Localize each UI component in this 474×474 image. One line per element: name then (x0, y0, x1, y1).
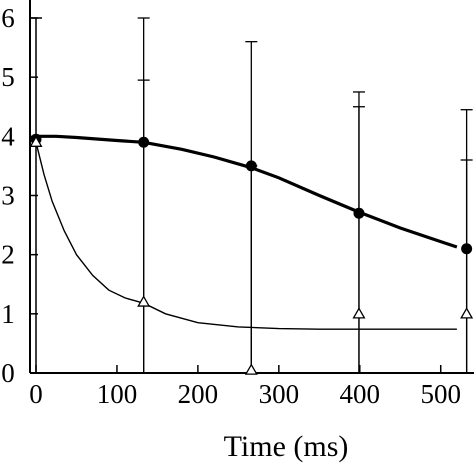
y-tick-label: 5 (1, 62, 15, 92)
y-tick-label: 3 (1, 181, 15, 211)
y-tick-label: 2 (1, 240, 15, 270)
y-tick-label: 6 (1, 3, 15, 33)
x-tick-label: 200 (178, 379, 219, 409)
x-tick-label: 100 (97, 379, 138, 409)
series-2-curve (35, 142, 457, 330)
y-tick-label: 1 (1, 299, 15, 329)
series-1-curve (36, 134, 458, 249)
y-tick-label: 0 (1, 358, 15, 388)
data-point (244, 363, 258, 375)
plot-area: 0 100 200 300 400 500 0 1 2 3 4 5 6 (1, 0, 474, 409)
data-point (137, 295, 151, 307)
data-point (29, 135, 43, 147)
x-tick-label: 300 (259, 379, 300, 409)
x-tick-label: 0 (29, 379, 43, 409)
x-tick-label: 400 (340, 379, 381, 409)
x-axis-title: Time (ms) (224, 430, 349, 463)
y-tick-label: 4 (1, 121, 15, 151)
data-point (460, 307, 474, 319)
x-tick-label: 500 (420, 379, 461, 409)
data-point (352, 307, 366, 319)
